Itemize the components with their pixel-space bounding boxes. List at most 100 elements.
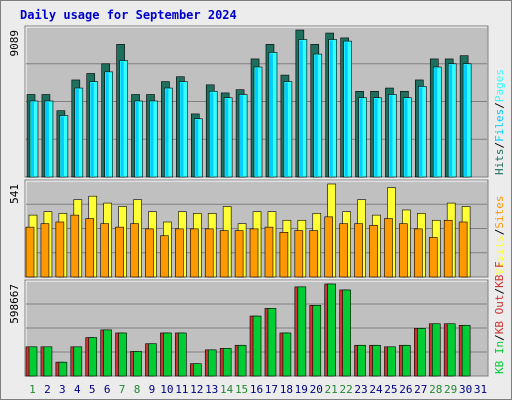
bar-kb-in <box>73 346 83 377</box>
x-tick-label: 21 <box>325 383 338 396</box>
x-tick-label: 7 <box>119 383 126 396</box>
x-tick-label: 20 <box>310 383 323 396</box>
bar-pages <box>90 82 94 176</box>
x-tick-label: 25 <box>384 383 397 396</box>
bar-sites <box>428 237 438 278</box>
bar-sites <box>324 216 334 278</box>
bar-kb-in <box>43 346 53 377</box>
bar-kb-in <box>372 344 381 377</box>
legend-visits: Visits/Sites <box>493 196 506 276</box>
bar-sites <box>130 223 139 278</box>
bar-sites <box>55 221 65 278</box>
x-tick-label: 3 <box>59 383 66 396</box>
bar-kb-in <box>192 363 202 377</box>
x-tick-label: 1 <box>29 383 36 396</box>
bar-pages <box>359 98 363 176</box>
legend-entry: KB Out <box>493 295 506 335</box>
bar-pages <box>225 98 229 176</box>
bar-pages <box>165 89 169 176</box>
bar-pages <box>389 95 393 176</box>
bar-sites <box>339 223 348 278</box>
bar-pages <box>105 72 109 176</box>
bar-pages <box>269 53 273 177</box>
bar-pages <box>404 98 408 176</box>
x-tick-label: 26 <box>399 383 412 396</box>
bar-kb-in <box>402 344 411 377</box>
bar-kb-in <box>103 329 112 377</box>
bar-pages <box>314 55 318 177</box>
bar-kb-in <box>163 332 172 377</box>
bar-kb-in <box>282 332 292 377</box>
x-tick-label: 30 <box>459 383 472 396</box>
legend-entry: / <box>493 142 506 149</box>
bar-kb-in <box>237 344 247 377</box>
legend-entry: / <box>493 102 506 109</box>
bar-pages <box>464 64 468 176</box>
bar-sites <box>414 228 423 278</box>
bar-kb-in <box>118 332 127 377</box>
legend-entry: KB In <box>493 341 506 374</box>
x-tick-label: 9 <box>149 383 156 396</box>
bar-sites <box>249 228 259 278</box>
bar-kb-in <box>178 332 187 377</box>
x-tick-label: 29 <box>444 383 457 396</box>
bar-kb-in <box>28 346 38 377</box>
x-tick-label: 2 <box>44 383 51 396</box>
x-tick-label: 14 <box>220 383 234 396</box>
bar-kb-in <box>342 289 351 377</box>
bar-pages <box>120 61 124 176</box>
bar-pages <box>344 42 348 177</box>
bar-pages <box>329 40 333 177</box>
legend-entry: Pages <box>493 69 506 102</box>
bar-kb-in <box>207 349 217 377</box>
bar-kb-in <box>297 286 307 377</box>
legend-entry: / <box>493 229 506 236</box>
bar-kb-in <box>267 308 277 377</box>
bar-kb-in <box>88 337 98 377</box>
bar-pages <box>449 64 453 176</box>
x-tick-label: 10 <box>160 383 173 396</box>
bar-sites <box>204 228 214 278</box>
bar-pages <box>135 101 139 176</box>
bar-pages <box>374 98 378 176</box>
x-tick-label: 15 <box>235 383 248 396</box>
legend-entry: Visits <box>493 235 506 275</box>
legend-hits: Hits/Files/Pages <box>493 69 506 175</box>
legend-entry: Sites <box>493 196 506 229</box>
x-tick-label: 22 <box>339 383 352 396</box>
bar-kb-in <box>252 315 262 377</box>
bar-pages <box>284 82 288 176</box>
bar-sites <box>115 226 124 278</box>
x-tick-label: 17 <box>265 383 278 396</box>
bar-sites <box>234 230 244 278</box>
x-tick-label: 27 <box>414 383 427 396</box>
bar-kb-in <box>417 328 426 377</box>
bar-sites <box>399 223 408 278</box>
bar-sites <box>189 228 199 278</box>
bar-sites <box>279 232 289 278</box>
x-tick-label: 4 <box>74 383 81 396</box>
bar-pages <box>210 92 214 176</box>
y-max-label-visits: 541 <box>8 184 21 204</box>
y-max-label-hits: 9089 <box>8 30 21 57</box>
bar-sites <box>160 235 169 278</box>
bar-pages <box>255 68 259 176</box>
bar-sites <box>369 225 378 278</box>
y-max-label-kb: 598667 <box>8 284 21 324</box>
bar-pages <box>31 101 34 176</box>
legend-kb: KB In/KB Out/KB F <box>493 261 506 374</box>
bar-sites <box>25 226 35 278</box>
bar-sites <box>309 230 319 278</box>
bar-sites <box>40 223 50 278</box>
x-tick-label: 23 <box>354 383 367 396</box>
bar-pages <box>195 119 199 176</box>
bar-pages <box>299 40 303 177</box>
x-tick-label: 28 <box>429 383 442 396</box>
x-tick-label: 16 <box>250 383 263 396</box>
bar-kb-in <box>133 351 142 377</box>
bar-kb-in <box>222 348 232 377</box>
bar-kb-in <box>387 346 396 377</box>
bar-sites <box>294 230 304 278</box>
x-tick-label: 12 <box>190 383 203 396</box>
